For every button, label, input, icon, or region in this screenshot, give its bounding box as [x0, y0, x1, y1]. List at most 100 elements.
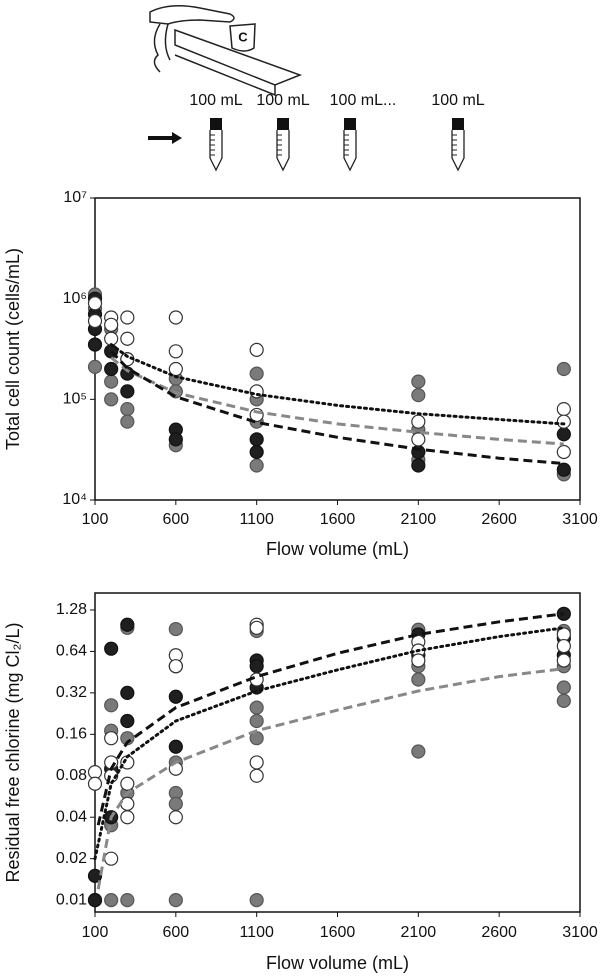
data-point: [556, 414, 571, 429]
y-tick-label: 10⁴: [62, 491, 87, 508]
data-point: [104, 731, 119, 746]
x-tick-label: 600: [162, 924, 189, 941]
x-tick-label: 1600: [320, 924, 356, 941]
x-tick-label: 2100: [401, 924, 437, 941]
data-point: [87, 296, 103, 311]
x-tick-label: 3100: [562, 924, 598, 941]
data-point: [168, 893, 183, 908]
data-point: [87, 776, 103, 791]
plot-frame: [94, 197, 581, 501]
data-point: [168, 344, 183, 359]
data-point: [120, 414, 135, 429]
data-point: [249, 342, 264, 357]
data-point: [168, 310, 183, 325]
data-point: [168, 739, 183, 754]
data-point: [120, 617, 135, 632]
y-axis-label: Total cell count (cells/mL): [3, 248, 23, 450]
data-point: [104, 698, 119, 713]
x-tick-label: 2100: [401, 511, 437, 528]
x-tick-label: 1100: [239, 511, 274, 528]
data-point: [411, 653, 426, 668]
y-tick-label: 0.01: [56, 891, 87, 908]
data-point: [556, 693, 571, 708]
data-point: [249, 768, 264, 783]
y-tick-label: 0.64: [56, 643, 87, 660]
fit-curve: [110, 350, 564, 466]
data-point: [411, 414, 426, 429]
data-point: [104, 361, 119, 377]
data-point: [168, 432, 183, 447]
tube-cap: [277, 118, 289, 130]
fit-curve: [96, 667, 564, 890]
data-point: [556, 680, 571, 695]
data-point: [249, 713, 264, 729]
data-point: [87, 868, 103, 883]
data-point: [120, 713, 135, 729]
faucet-illustration: C: [149, 5, 303, 97]
tube-label: 100 mL: [189, 92, 242, 109]
data-point: [249, 620, 264, 635]
tube-label: 100 mL...: [330, 92, 397, 109]
data-point: [104, 317, 119, 332]
data-point: [556, 401, 571, 417]
fit-curve: [93, 626, 566, 861]
y-tick-label: 0.16: [56, 726, 87, 743]
plot-frame: [94, 592, 581, 913]
x-tick-label: 1600: [320, 511, 356, 528]
x-tick-label: 100: [82, 511, 109, 528]
data-point: [556, 361, 571, 377]
data-point: [120, 331, 135, 346]
data-point: [168, 810, 183, 825]
data-point: [249, 893, 264, 908]
tubes: [148, 118, 465, 172]
data-point: [249, 755, 264, 770]
data-point: [120, 776, 135, 791]
data-point: [249, 432, 264, 447]
data-point: [411, 374, 426, 389]
data-point: [411, 432, 426, 447]
data-point: [249, 444, 264, 460]
tube-label: 100 mL: [256, 92, 309, 109]
data-point: [411, 672, 426, 687]
data-point: [104, 893, 119, 908]
data-point: [120, 685, 135, 700]
x-tick-label: 100: [82, 924, 109, 941]
x-tick-label: 600: [162, 511, 189, 528]
data-point: [120, 796, 135, 811]
data-point: [104, 641, 119, 656]
data-point: [104, 851, 119, 866]
x-tick-label: 1100: [239, 924, 274, 941]
y-tick-label: 0.08: [56, 767, 87, 784]
data-point: [556, 444, 571, 460]
data-point: [87, 313, 103, 329]
data-point: [87, 359, 103, 374]
data-point: [87, 893, 103, 908]
y-tick-label: 10⁷: [63, 189, 87, 206]
x-tick-label: 2600: [481, 924, 517, 941]
data-point: [556, 638, 571, 654]
data-point: [556, 462, 571, 477]
data-point: [411, 388, 426, 403]
data-point: [168, 796, 183, 811]
x-axis-label: Flow volume (mL): [266, 953, 409, 973]
fit-curve: [109, 343, 566, 426]
data-point: [411, 744, 426, 759]
y-tick-label: 0.32: [56, 684, 87, 701]
data-point: [249, 700, 264, 715]
x-axis-label: Flow volume (mL): [266, 539, 409, 559]
y-tick-label: 10⁶: [63, 290, 87, 307]
data-point: [104, 392, 119, 407]
y-tick-label: 10⁵: [63, 391, 87, 408]
tube-cap: [452, 118, 464, 130]
data-point: [168, 659, 183, 674]
data-point: [104, 374, 119, 389]
glass-letter: C: [238, 29, 248, 44]
data-point: [87, 337, 103, 352]
data-point: [120, 384, 135, 399]
data-point: [249, 458, 264, 473]
y-axis-label: Residual free chlorine (mg Cl₂/L): [3, 622, 23, 882]
data-point: [249, 384, 264, 399]
y-tick-label: 1.28: [56, 601, 87, 618]
tube-cap: [210, 118, 222, 130]
data-point: [168, 689, 183, 704]
